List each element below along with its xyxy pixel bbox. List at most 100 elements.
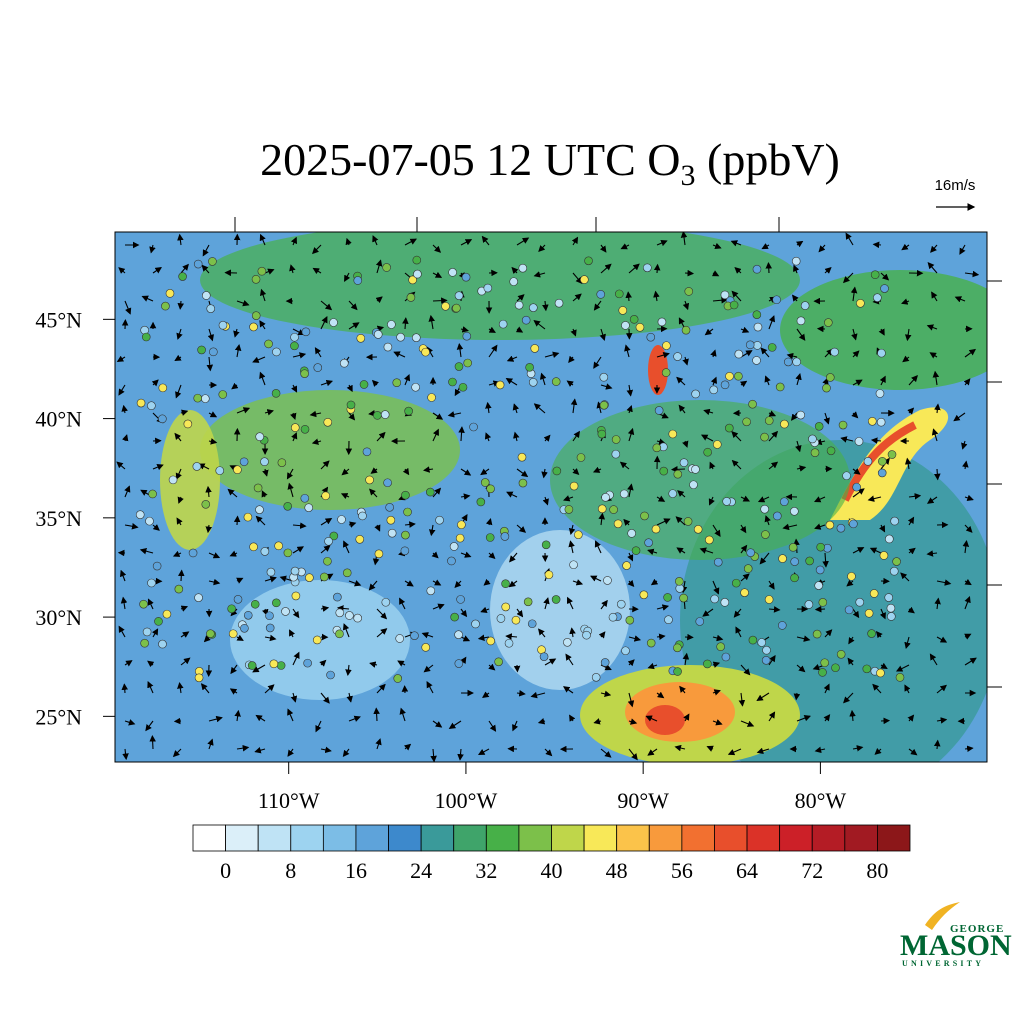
station: [374, 330, 382, 338]
wind-arrow: [672, 469, 685, 470]
station: [393, 379, 401, 387]
station: [401, 547, 409, 555]
station: [602, 493, 610, 501]
station: [640, 591, 648, 599]
station: [801, 302, 809, 310]
station: [202, 291, 210, 299]
station: [462, 273, 470, 281]
station: [653, 444, 661, 452]
station: [401, 491, 409, 499]
station: [818, 668, 826, 676]
station: [704, 448, 712, 456]
station: [519, 264, 527, 272]
colorbar-box: [682, 825, 715, 851]
station: [662, 369, 670, 377]
station: [615, 290, 623, 298]
y-tick-label: 45°N: [35, 307, 82, 332]
station: [609, 613, 617, 621]
station: [250, 543, 258, 551]
station: [284, 502, 292, 510]
wind-arrow: [937, 469, 938, 479]
station: [413, 270, 421, 278]
station: [552, 378, 560, 386]
station: [577, 453, 585, 461]
station: [459, 383, 467, 391]
station: [455, 631, 463, 639]
station: [252, 275, 260, 283]
station: [647, 333, 655, 341]
station: [674, 668, 682, 676]
station: [880, 551, 888, 559]
station: [797, 411, 805, 419]
station: [753, 341, 761, 349]
station: [455, 660, 463, 668]
station: [826, 373, 834, 381]
station: [153, 562, 161, 570]
station: [216, 467, 224, 475]
station: [195, 674, 203, 682]
station: [336, 609, 344, 617]
station: [354, 276, 362, 284]
station: [645, 539, 653, 547]
station: [721, 381, 729, 389]
colorbar-box: [389, 825, 422, 851]
station: [194, 260, 202, 268]
station: [291, 567, 299, 575]
colorbar-box: [845, 825, 878, 851]
station: [358, 512, 366, 520]
station: [570, 482, 578, 490]
station: [158, 415, 166, 423]
station: [524, 598, 532, 606]
station: [457, 595, 465, 603]
colorbar-box: [812, 825, 845, 851]
x-tick-label: 100°W: [435, 788, 498, 813]
station: [815, 422, 823, 430]
wind-arrow: [816, 609, 825, 610]
station: [428, 393, 436, 401]
station: [632, 547, 640, 555]
station: [505, 639, 513, 647]
station: [692, 390, 700, 398]
station: [175, 585, 183, 593]
colorbar-tick-label: 16: [345, 858, 367, 883]
station: [301, 494, 309, 502]
colorbar-box: [226, 825, 259, 851]
station: [267, 568, 275, 576]
station: [456, 534, 464, 542]
station: [865, 609, 873, 617]
station: [617, 600, 625, 608]
station: [574, 531, 582, 539]
station: [888, 451, 896, 459]
station: [463, 332, 471, 340]
station: [198, 346, 206, 354]
station: [195, 594, 203, 602]
station: [552, 595, 560, 603]
station: [682, 326, 690, 334]
station: [583, 631, 591, 639]
station: [721, 291, 729, 299]
station: [691, 465, 699, 473]
station: [696, 617, 704, 625]
station: [360, 380, 368, 388]
station: [266, 612, 274, 620]
wind-arrow: [874, 244, 881, 245]
station: [137, 399, 145, 407]
station: [290, 342, 298, 350]
station: [669, 490, 677, 498]
station: [845, 606, 853, 614]
station: [228, 605, 236, 613]
colorbar-box: [291, 825, 324, 851]
station: [610, 506, 618, 514]
station: [662, 342, 670, 350]
station: [761, 531, 769, 539]
station: [620, 490, 628, 498]
station: [510, 278, 518, 286]
station: [839, 421, 847, 429]
station: [675, 577, 683, 585]
y-tick-label: 40°N: [35, 407, 82, 432]
station: [598, 430, 606, 438]
station: [531, 344, 539, 352]
station: [714, 558, 722, 566]
station: [780, 498, 788, 506]
